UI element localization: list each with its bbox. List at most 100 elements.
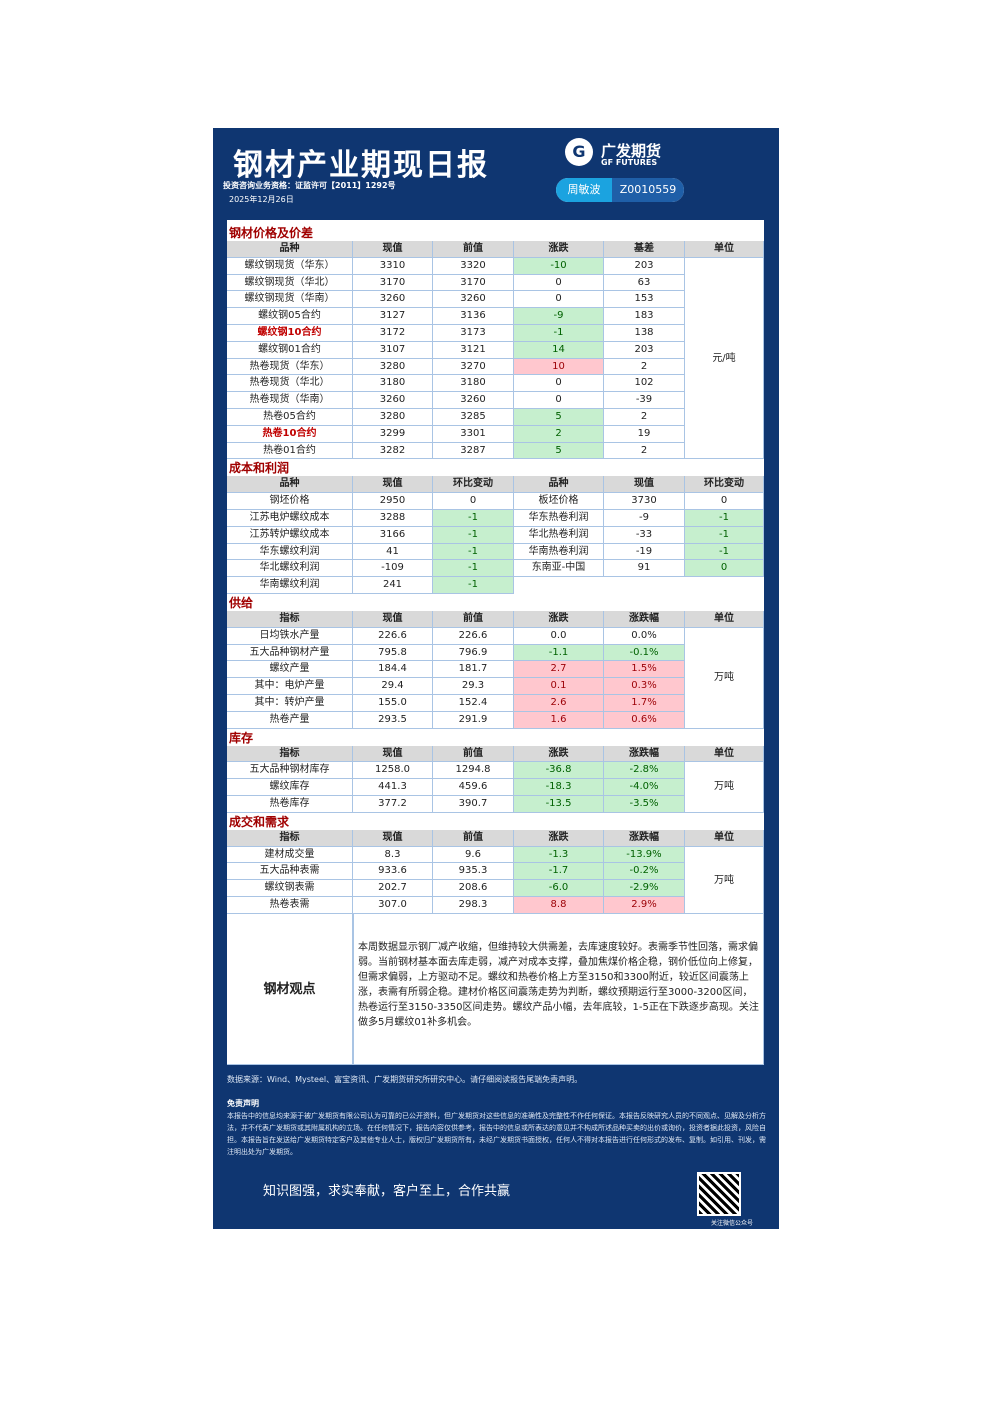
row-label: 华北热卷利润 [514,526,604,544]
value-cell: -1.7 [514,863,604,881]
value-cell: 29.3 [433,678,514,695]
value-cell: 153 [604,291,685,309]
value-cell: 3107 [353,341,433,359]
value-cell: 102 [604,375,685,393]
row-label: 热卷05合约 [227,409,353,426]
value-cell: 63 [604,274,685,292]
value-cell: 208.6 [433,880,514,897]
header-cell: 环比变动 [433,476,514,494]
header-cell: 环比变动 [685,476,764,494]
value-cell: 293.5 [353,711,433,729]
row-label: 螺纹钢现货（华东） [227,257,353,275]
value-cell: 0.3% [604,678,685,695]
row-label: 热卷10合约 [227,425,353,443]
header-cell: 现值 [353,745,433,763]
header-cell: 现值 [353,611,433,628]
value-cell: 3166 [353,526,433,544]
analyst: 周敏波 [556,178,612,202]
value-cell: -18.3 [514,779,604,796]
header-cell: 单位 [685,611,764,628]
value-cell: 2.6 [514,695,604,712]
view-text: 本周数据显示钢厂减产收缩，但维持较大供需差，去库速度较好。表需季节性回落，需求偏… [353,913,764,1065]
value-cell: -1 [433,526,514,544]
value-cell: 2 [604,358,685,376]
row-label: 热卷库存 [227,796,353,813]
disclaimer: 本报告中的信息均来源于被广发期货有限公司认为可靠的已公开资料，但广发期货对这些信… [227,1112,766,1156]
value-cell: 9.6 [433,846,514,864]
value-cell: 3310 [353,257,433,275]
row-label: 热卷现货（华东） [227,358,353,376]
value-cell: -4.0% [604,779,685,796]
value-cell: 3285 [433,409,514,426]
row-label: 建材成交量 [227,846,353,864]
row-label: 东南亚-中国 [514,560,604,578]
value-cell: 390.7 [433,796,514,813]
row-label: 五大品种表需 [227,863,353,881]
header-cell: 前值 [433,745,514,763]
header-cell: 指标 [227,611,353,628]
value-cell: -33 [604,526,685,544]
value-cell: 0 [514,291,604,309]
header-cell: 涨跌 [514,745,604,763]
row-label: 江苏电炉螺纹成本 [227,510,353,527]
value-cell: 226.6 [433,627,514,645]
qr-code [697,1172,741,1216]
value-cell: -1 [433,510,514,527]
data-sheet: 钢材价格及价差 品种 现值 前值 涨跌 基差 单位 螺纹钢现货（华东） 3310 3320 -10 2… [227,220,764,1065]
value-cell: 3320 [433,257,514,275]
row-label: 热卷01合约 [227,442,353,460]
row-label: 五大品种钢材库存 [227,762,353,780]
value-cell: 0 [514,274,604,292]
value-cell: 155.0 [353,695,433,712]
value-cell: -13.9% [604,846,685,864]
value-cell: 203 [604,257,685,275]
logo-icon: G [565,138,593,166]
header-cell: 单位 [685,829,764,847]
report-panel: 钢材产业期现日报 投资咨询业务资格：证监许可【2011】1292号 2025年1… [213,128,779,1229]
value-cell: 3170 [353,274,433,292]
value-cell: 2 [604,409,685,426]
value-cell: 202.7 [353,880,433,897]
value-cell: 3288 [353,510,433,527]
value-cell: 3282 [353,442,433,460]
row-label: 华南热卷利润 [514,543,604,561]
row-label: 热卷产量 [227,711,353,729]
value-cell: 3299 [353,425,433,443]
value-cell: -1.3 [514,846,604,864]
value-cell: 10 [514,358,604,376]
header-cell: 涨跌幅 [604,745,685,763]
value-cell: -1 [514,325,604,342]
value-cell: -39 [604,392,685,409]
header-cell: 现值 [353,829,433,847]
value-cell: -9 [604,510,685,527]
value-cell: 3170 [433,274,514,292]
header-cell: 品种 [227,476,353,494]
value-cell: -13.5 [514,796,604,813]
value-cell: -1 [685,510,764,527]
disclaimer-title: 免责声明 [227,1099,259,1108]
value-cell: -1 [433,577,514,594]
value-cell: 3280 [353,358,433,376]
value-cell: 14 [514,341,604,359]
section-title: 钢材价格及价差 [229,226,314,240]
value-cell: 377.2 [353,796,433,813]
row-label: 华东螺纹利润 [227,543,353,561]
value-cell: 3180 [353,375,433,393]
value-cell: -2.9% [604,880,685,897]
slogan: 知识图强，求实奉献，客户至上，合作共赢 [263,1184,511,1199]
value-cell: 0.6% [604,711,685,729]
row-label: 螺纹钢01合约 [227,341,353,359]
header-cell: 前值 [433,829,514,847]
value-cell: 41 [353,543,433,561]
value-cell: 184.4 [353,661,433,679]
row-label: 螺纹钢表需 [227,880,353,897]
row-label: 螺纹钢现货（华南） [227,291,353,309]
value-cell: 3121 [433,341,514,359]
license: 投资咨询业务资格：证监许可【2011】1292号 [223,181,396,190]
section-title: 供给 [229,596,254,610]
value-cell: -1 [433,560,514,578]
row-label: 板坯价格 [514,493,604,510]
value-cell: 1258.0 [353,762,433,780]
header-cell: 品种 [514,476,604,494]
value-cell: 3730 [604,493,685,510]
